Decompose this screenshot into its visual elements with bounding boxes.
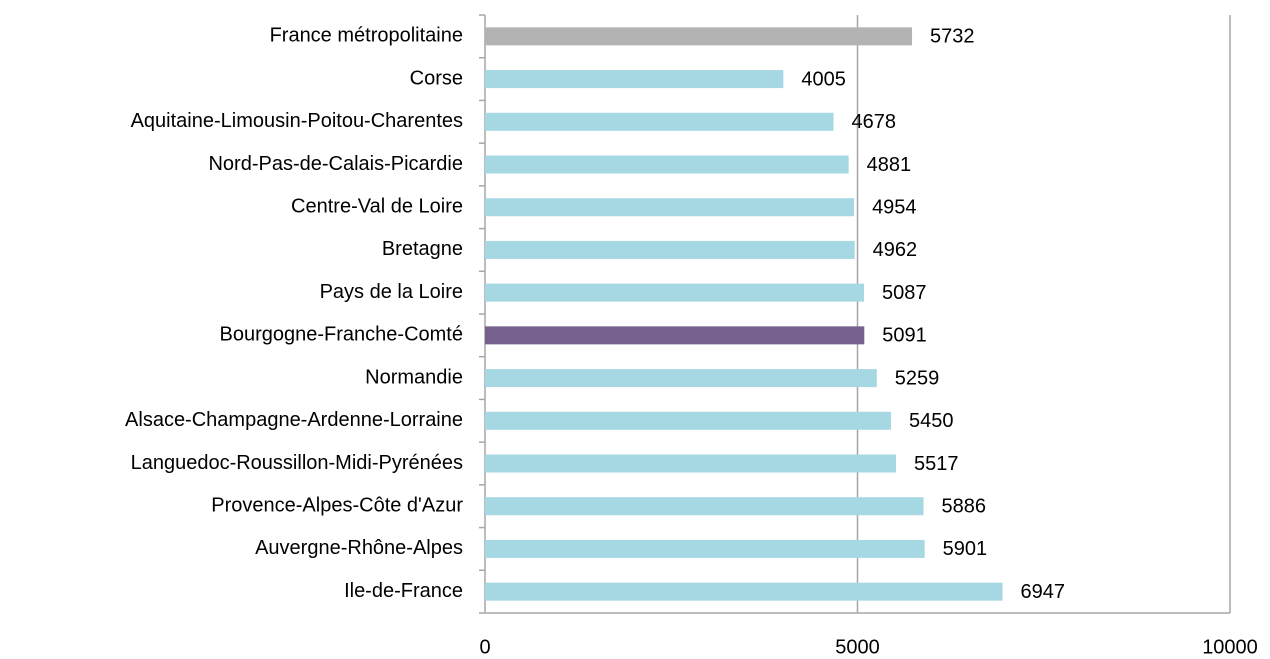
bar xyxy=(485,27,913,46)
bar xyxy=(485,198,855,217)
bar xyxy=(485,497,924,516)
value-label: 4954 xyxy=(872,196,917,218)
y-tick-label: Provence-Alpes-Côte d'Azur xyxy=(211,494,463,516)
bar xyxy=(485,582,1003,601)
value-label: 6947 xyxy=(1021,581,1066,603)
value-label: 5259 xyxy=(895,367,940,389)
y-tick-label: Auvergne-Rhône-Alpes xyxy=(255,537,463,559)
x-tick-label: 0 xyxy=(479,636,490,658)
bar xyxy=(485,283,864,302)
bar xyxy=(485,539,925,558)
y-tick-label: Corse xyxy=(410,67,463,89)
y-tick-label: Ile-de-France xyxy=(344,580,463,602)
y-tick-label: Centre-Val de Loire xyxy=(291,195,463,217)
y-tick-label: Nord-Pas-de-Calais-Picardie xyxy=(208,153,463,175)
value-label: 4005 xyxy=(801,68,846,90)
y-tick-label: Bretagne xyxy=(382,238,463,260)
value-label: 4962 xyxy=(873,239,918,261)
value-label: 5450 xyxy=(909,410,954,432)
value-label: 5732 xyxy=(930,26,975,48)
y-tick-label: Alsace-Champagne-Ardenne-Lorraine xyxy=(125,409,463,431)
value-label: 5087 xyxy=(882,282,927,304)
bar xyxy=(485,411,892,430)
value-label: 4881 xyxy=(867,154,912,176)
value-label: 5517 xyxy=(914,453,959,475)
bar xyxy=(485,70,784,89)
y-tick-label: France métropolitaine xyxy=(270,25,463,47)
y-tick-label: Bourgogne-Franche-Comté xyxy=(220,324,463,346)
bar xyxy=(485,369,877,388)
bar xyxy=(485,326,865,345)
bar xyxy=(485,112,834,131)
y-tick-label: Languedoc-Roussillon-Midi-Pyrénées xyxy=(131,452,463,474)
value-label: 5901 xyxy=(943,538,988,560)
y-tick-label: Aquitaine-Limousin-Poitou-Charentes xyxy=(131,110,463,132)
x-tick-label: 10000 xyxy=(1202,636,1258,658)
y-tick-label: Pays de la Loire xyxy=(320,281,463,303)
value-label: 5091 xyxy=(882,325,927,347)
value-label: 5886 xyxy=(942,495,987,517)
x-tick-label: 5000 xyxy=(835,636,880,658)
bar xyxy=(485,240,855,259)
bar xyxy=(485,155,849,174)
value-label: 4678 xyxy=(852,111,897,133)
y-tick-label: Normandie xyxy=(365,366,463,388)
bar xyxy=(485,454,897,473)
